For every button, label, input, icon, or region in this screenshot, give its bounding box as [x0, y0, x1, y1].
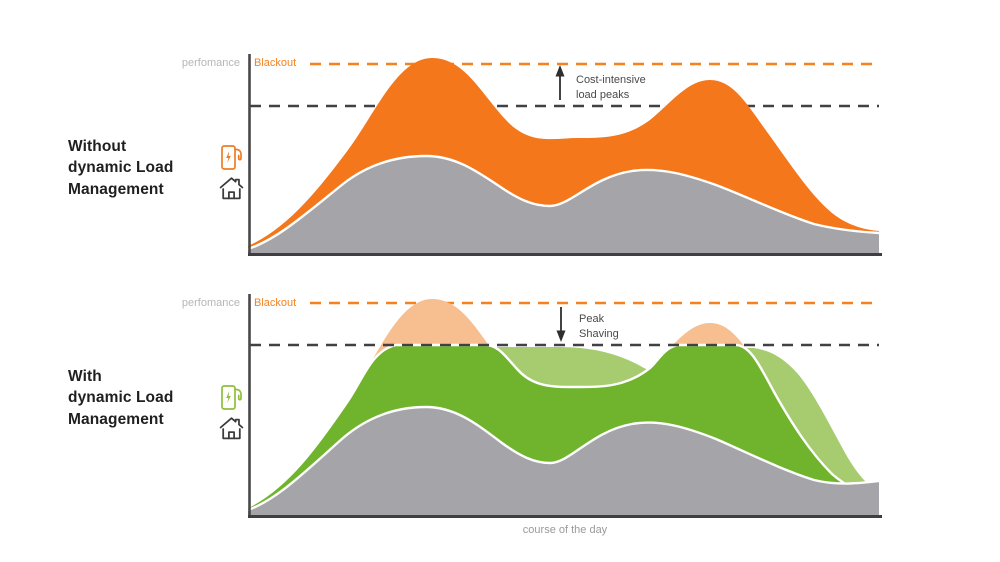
down-arrow-head: [556, 330, 566, 342]
y-axis-label-top: perfomance: [181, 57, 240, 69]
annotation-cost-intensive-peaks: Cost-intensive load peaks: [576, 74, 646, 101]
household-load-edge: [248, 405, 881, 512]
chart-without-load-management: [248, 54, 882, 256]
household-load-area: [248, 156, 879, 256]
x-axis-label: course of the day: [522, 524, 608, 536]
panel-title-without: Without dynamic Load Management: [68, 138, 174, 198]
house-icon: [219, 177, 244, 200]
annotation-peak-shaving: Peak Shaving: [579, 313, 619, 340]
house-icon: [219, 417, 244, 440]
panel-title-with: With dynamic Load Management: [68, 368, 174, 428]
up-arrow-head: [555, 65, 565, 77]
ev-charger-icon: [221, 145, 242, 170]
household-load-edge: [248, 154, 881, 251]
y-axis-label-bottom: perfomance: [181, 297, 240, 309]
blackout-label-top: Blackout: [254, 57, 297, 69]
household-load-area: [248, 407, 879, 518]
chart-with-load-management: [248, 294, 882, 518]
managed-load-edge: [248, 343, 881, 509]
blackout-label-bottom: Blackout: [254, 297, 297, 309]
ev-charger-icon: [221, 385, 242, 410]
